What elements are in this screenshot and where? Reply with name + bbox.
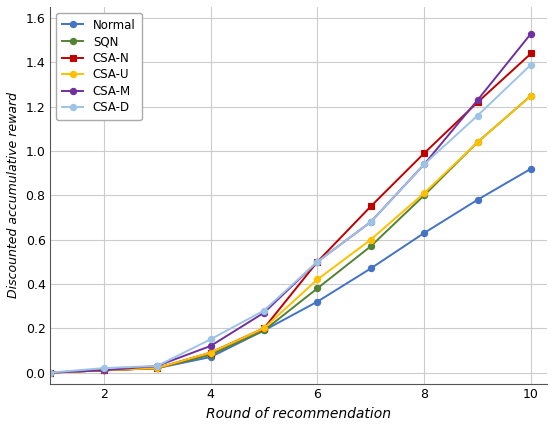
CSA-N (421, 151, 428, 156)
SQN (100, 368, 107, 373)
Normal (528, 166, 535, 171)
CSA-N (47, 370, 54, 375)
Line: CSA-U: CSA-U (47, 92, 534, 376)
CSA-M (261, 310, 268, 315)
CSA-N (314, 259, 321, 265)
CSA-N (261, 326, 268, 331)
CSA-D (474, 113, 481, 118)
SQN (261, 328, 268, 333)
CSA-D (47, 370, 54, 375)
SQN (474, 140, 481, 145)
CSA-U (154, 366, 161, 371)
CSA-N (474, 100, 481, 105)
X-axis label: Round of recommendation: Round of recommendation (206, 407, 391, 421)
CSA-U (47, 370, 54, 375)
Line: CSA-D: CSA-D (47, 62, 534, 376)
CSA-N (154, 366, 161, 371)
SQN (421, 193, 428, 198)
CSA-M (367, 219, 374, 224)
Normal (47, 370, 54, 375)
Line: CSA-N: CSA-N (47, 51, 534, 376)
SQN (367, 244, 374, 249)
CSA-D (207, 337, 214, 342)
CSA-D (100, 366, 107, 371)
Normal (100, 368, 107, 373)
Normal (367, 266, 374, 271)
SQN (47, 370, 54, 375)
Line: CSA-M: CSA-M (47, 30, 534, 376)
CSA-U (528, 93, 535, 98)
CSA-D (421, 162, 428, 167)
CSA-M (474, 98, 481, 103)
Normal (261, 328, 268, 333)
SQN (314, 286, 321, 291)
CSA-U (367, 237, 374, 242)
SQN (528, 93, 535, 98)
CSA-N (528, 51, 535, 56)
Y-axis label: Discounted accumulative reward: Discounted accumulative reward (7, 92, 20, 298)
CSA-U (207, 350, 214, 355)
CSA-U (100, 368, 107, 373)
CSA-D (154, 363, 161, 369)
CSA-U (421, 190, 428, 196)
Legend: Normal, SQN, CSA-N, CSA-U, CSA-M, CSA-D: Normal, SQN, CSA-N, CSA-U, CSA-M, CSA-D (57, 13, 141, 120)
CSA-U (261, 326, 268, 331)
CSA-M (314, 259, 321, 265)
CSA-M (528, 31, 535, 36)
CSA-M (207, 343, 214, 348)
CSA-M (47, 370, 54, 375)
CSA-M (421, 162, 428, 167)
Normal (314, 299, 321, 304)
Line: SQN: SQN (47, 92, 534, 376)
Normal (207, 354, 214, 360)
CSA-D (314, 259, 321, 265)
CSA-M (100, 368, 107, 373)
CSA-N (367, 204, 374, 209)
CSA-D (261, 308, 268, 313)
Normal (154, 366, 161, 371)
CSA-U (314, 277, 321, 282)
CSA-U (474, 140, 481, 145)
Normal (421, 230, 428, 235)
CSA-D (367, 219, 374, 224)
CSA-D (528, 62, 535, 67)
CSA-N (100, 368, 107, 373)
Line: Normal: Normal (47, 166, 534, 376)
Normal (474, 197, 481, 202)
CSA-N (207, 350, 214, 355)
SQN (207, 352, 214, 357)
SQN (154, 366, 161, 371)
CSA-M (154, 363, 161, 369)
